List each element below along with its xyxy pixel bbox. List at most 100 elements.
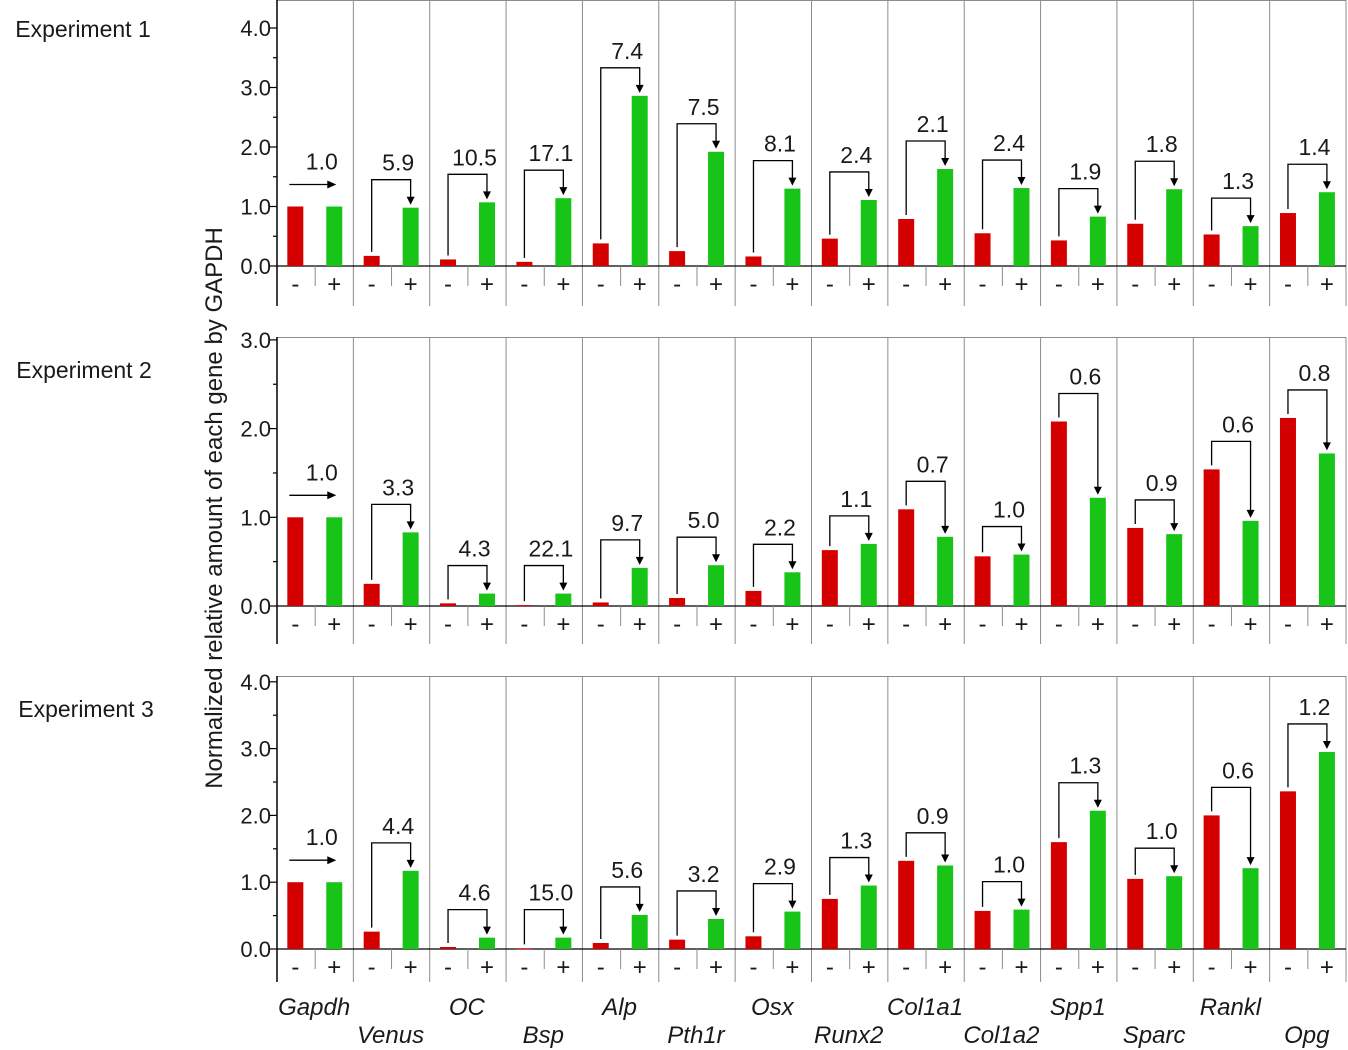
sign-plus-label: + bbox=[938, 611, 952, 638]
bar-col1a1-minus bbox=[898, 509, 915, 606]
fold-label-osx: 8.1 bbox=[764, 131, 796, 157]
fold-bracket-venus bbox=[371, 842, 412, 928]
sign-plus-label: + bbox=[862, 954, 876, 981]
fold-bracket-oc bbox=[447, 173, 488, 256]
fold-bracket-opg bbox=[1287, 723, 1328, 788]
bar-rankl-plus bbox=[1242, 868, 1259, 949]
fold-arrowhead-bsp bbox=[559, 582, 568, 591]
fold-bracket-spp1 bbox=[1058, 187, 1099, 237]
bar-spp1-minus bbox=[1050, 240, 1067, 266]
bar-rankl-plus bbox=[1242, 226, 1259, 266]
gene-label-venus: Venus bbox=[357, 1022, 424, 1049]
bar-runx2-plus bbox=[860, 199, 877, 266]
sign-minus-label: - bbox=[749, 954, 757, 981]
sign-minus-label: - bbox=[826, 271, 834, 298]
fold-label-oc: 4.6 bbox=[459, 880, 491, 906]
sign-minus-label: - bbox=[673, 271, 681, 298]
bar-alp-minus bbox=[592, 602, 609, 606]
sign-plus-label: + bbox=[633, 954, 647, 981]
fold-bracket-venus bbox=[371, 179, 412, 252]
fold-bracket-oc bbox=[447, 908, 488, 943]
bar-osx-plus bbox=[784, 188, 801, 266]
y-tick-label: 2.0 bbox=[240, 417, 271, 442]
gene-label-col1a1: Col1a1 bbox=[887, 994, 963, 1021]
gene-label-spp1: Spp1 bbox=[1050, 994, 1106, 1021]
bar-opg-minus bbox=[1279, 213, 1296, 266]
sign-minus-label: - bbox=[368, 611, 376, 638]
fold-bracket-pth1r bbox=[676, 536, 717, 595]
sign-plus-label: + bbox=[862, 271, 876, 298]
sign-minus-label: - bbox=[979, 271, 987, 298]
bar-runx2-minus bbox=[821, 550, 838, 606]
y-tick-label: 1.0 bbox=[240, 505, 271, 530]
fold-arrowhead-col1a2 bbox=[1017, 543, 1026, 552]
bar-gapdh-minus bbox=[287, 206, 304, 266]
bar-runx2-minus bbox=[821, 238, 838, 266]
fold-label-col1a2: 1.0 bbox=[993, 852, 1025, 878]
sign-plus-label: + bbox=[556, 954, 570, 981]
fold-bracket-pth1r bbox=[676, 123, 717, 248]
fold-bracket-sparc bbox=[1134, 847, 1175, 875]
gene-label-bsp: Bsp bbox=[523, 1022, 564, 1049]
fold-arrowhead-opg bbox=[1322, 442, 1331, 451]
sign-plus-label: + bbox=[556, 271, 570, 298]
fold-bracket-col1a1 bbox=[905, 140, 946, 215]
bar-bsp-plus bbox=[555, 937, 572, 949]
fold-bracket-bsp bbox=[523, 564, 564, 602]
fold-label-sparc: 0.9 bbox=[1146, 470, 1178, 496]
fold-bracket-col1a1 bbox=[905, 480, 946, 530]
fold-label-bsp: 22.1 bbox=[528, 536, 573, 562]
sign-minus-label: - bbox=[368, 271, 376, 298]
fold-bracket-col1a2 bbox=[981, 880, 1023, 907]
bar-venus-minus bbox=[363, 931, 380, 949]
bar-gapdh-plus bbox=[326, 517, 343, 606]
bar-col1a2-minus bbox=[974, 910, 991, 949]
sign-minus-label: - bbox=[1284, 611, 1292, 638]
bar-alp-plus bbox=[631, 95, 648, 266]
fold-arrowhead-bsp bbox=[559, 926, 568, 935]
sign-plus-label: + bbox=[1014, 611, 1028, 638]
fold-label-rankl: 0.6 bbox=[1222, 757, 1254, 783]
fold-label-bsp: 15.0 bbox=[528, 880, 573, 906]
sign-minus-label: - bbox=[291, 611, 299, 638]
experiment-3-label: Experiment 3 bbox=[18, 696, 154, 722]
fold-bracket-runx2 bbox=[829, 856, 870, 895]
bar-col1a2-minus bbox=[974, 556, 991, 606]
fold-bracket-bsp bbox=[523, 908, 564, 945]
fold-label-sparc: 1.8 bbox=[1146, 131, 1178, 157]
bar-spp1-plus bbox=[1089, 497, 1106, 606]
bar-pth1r-plus bbox=[708, 151, 725, 266]
sign-minus-label: - bbox=[1055, 271, 1063, 298]
sign-plus-label: + bbox=[404, 271, 418, 298]
sign-plus-label: + bbox=[1167, 611, 1181, 638]
sign-minus-label: - bbox=[291, 954, 299, 981]
sign-minus-label: - bbox=[597, 271, 605, 298]
fold-arrowhead-spp1 bbox=[1093, 486, 1102, 495]
fold-arrowhead-opg bbox=[1322, 181, 1331, 190]
sign-plus-label: + bbox=[1167, 954, 1181, 981]
sign-minus-label: - bbox=[979, 954, 987, 981]
fold-label-opg: 0.8 bbox=[1298, 360, 1330, 386]
fold-arrowhead-alp bbox=[635, 556, 644, 565]
fold-label-col1a1: 0.9 bbox=[917, 803, 949, 829]
sign-minus-label: - bbox=[368, 954, 376, 981]
bar-col1a1-plus bbox=[937, 169, 954, 266]
bar-spp1-minus bbox=[1050, 421, 1067, 606]
sign-minus-label: - bbox=[1284, 954, 1292, 981]
fold-label-opg: 1.2 bbox=[1298, 694, 1330, 720]
bar-rankl-minus bbox=[1203, 469, 1220, 606]
fold-label-oc: 10.5 bbox=[452, 144, 497, 170]
sign-plus-label: + bbox=[1091, 611, 1105, 638]
fold-label-alp: 7.4 bbox=[611, 38, 643, 64]
bar-runx2-plus bbox=[860, 543, 877, 606]
fold-arrowhead-sparc bbox=[1170, 523, 1179, 532]
fold-arrowhead-sparc bbox=[1170, 865, 1179, 874]
fold-label-bsp: 17.1 bbox=[528, 140, 573, 166]
bar-sparc-plus bbox=[1166, 534, 1183, 606]
fold-arrowhead-venus bbox=[406, 196, 415, 205]
fold-arrowhead-col1a2 bbox=[1017, 898, 1026, 907]
sign-plus-label: + bbox=[404, 954, 418, 981]
sign-minus-label: - bbox=[673, 954, 681, 981]
bar-oc-plus bbox=[478, 937, 495, 949]
sign-plus-label: + bbox=[1320, 954, 1334, 981]
